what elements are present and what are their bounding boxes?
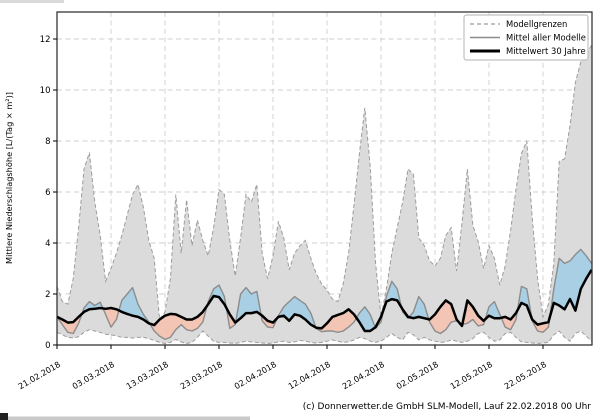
y-axis: 0 2 4 6 8 10 12	[40, 35, 57, 351]
legend-label-mittelwert-30-jahre: Mittelwert 30 Jahre	[506, 46, 586, 56]
legend: Modellgrenzen Mittel aller Modelle Mitte…	[463, 14, 589, 61]
top-left-artifact	[0, 0, 64, 3]
above-normal-area	[408, 296, 429, 320]
model-range-band	[57, 45, 592, 344]
legend-label-modellgrenzen: Modellgrenzen	[506, 19, 567, 29]
y-tick-label: 8	[45, 137, 50, 147]
above-normal-area	[549, 249, 592, 317]
above-normal-area	[383, 281, 402, 310]
y-tick-label: 4	[45, 239, 50, 249]
climate-mean-30y-line	[57, 269, 592, 333]
above-normal-area	[517, 286, 532, 319]
copyright-footer: (c) Donnerwetter.de GmbH SLM-Modell, Lau…	[303, 402, 592, 412]
upper-model-bound-line	[57, 45, 592, 321]
axes-spines	[56, 11, 593, 346]
below-normal-area	[149, 305, 208, 340]
y-tick-label: 2	[45, 290, 50, 300]
grid-lines	[57, 12, 592, 345]
y-tick-label: 6	[45, 188, 50, 198]
bottom-artifact-bar	[0, 416, 250, 420]
y-tick-label: 12	[40, 35, 51, 45]
y-tick-label: 10	[40, 86, 51, 96]
below-normal-area	[462, 300, 486, 326]
bottom-left-artifact	[0, 413, 8, 420]
below-normal-area	[315, 309, 357, 333]
series-layer	[57, 45, 592, 345]
legend-label-mittel-aller-modelle: Mittel aller Modelle	[506, 33, 586, 43]
above-normal-area	[235, 287, 262, 323]
y-axis-label: Mittlere Niederschlagshöhe [L/(Tag × m²)…	[4, 92, 14, 264]
legend-box	[463, 14, 589, 61]
above-normal-area	[118, 287, 150, 324]
ensemble-mean-line	[57, 248, 592, 341]
lower-model-bound-line	[57, 329, 592, 345]
below-normal-area	[103, 308, 119, 328]
below-normal-area	[261, 314, 278, 328]
y-tick-label: 0	[45, 341, 50, 351]
